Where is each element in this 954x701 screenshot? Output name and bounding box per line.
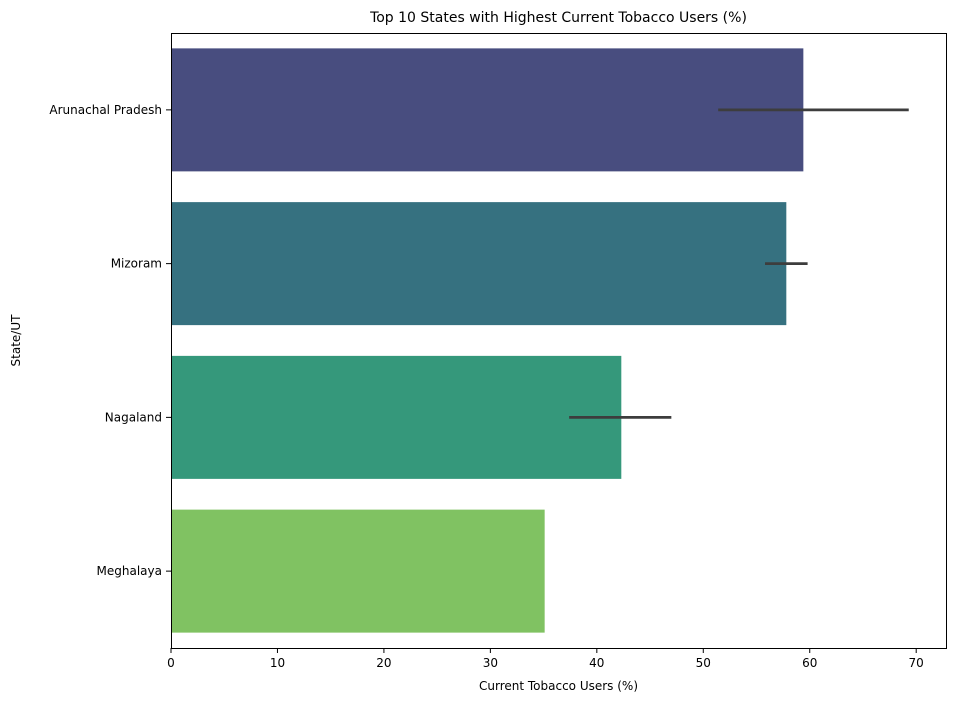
y-tick-label: Meghalaya xyxy=(97,564,162,578)
x-tick-label: 20 xyxy=(376,656,391,670)
y-axis-label: State/UT xyxy=(9,314,23,367)
bar xyxy=(171,509,545,633)
y-axis-ticks: Arunachal Pradesh Mizoram Nagaland Meghalay… xyxy=(49,103,171,578)
y-tick-label: Mizoram xyxy=(111,257,162,271)
bar xyxy=(171,355,622,479)
x-tick-label: 30 xyxy=(483,656,498,670)
x-tick-label: 70 xyxy=(909,656,924,670)
error-bars-layer xyxy=(569,108,909,419)
chart-title: Top 10 States with Highest Current Tobac… xyxy=(369,10,747,26)
plot-frame xyxy=(171,33,947,649)
bar xyxy=(171,48,804,172)
x-axis-label: Current Tobacco Users (%) xyxy=(479,679,638,693)
x-tick-label: 10 xyxy=(270,656,285,670)
x-axis-ticks: 0 10 20 30 40 50 60 70 xyxy=(167,648,924,670)
x-tick-label: 40 xyxy=(589,656,604,670)
x-tick-label: 60 xyxy=(802,656,817,670)
y-tick-label: Arunachal Pradesh xyxy=(49,103,162,117)
x-tick-label: 0 xyxy=(167,656,175,670)
bar xyxy=(171,202,787,326)
bars-layer xyxy=(171,48,804,633)
x-tick-label: 50 xyxy=(696,656,711,670)
y-tick-label: Nagaland xyxy=(105,410,162,424)
